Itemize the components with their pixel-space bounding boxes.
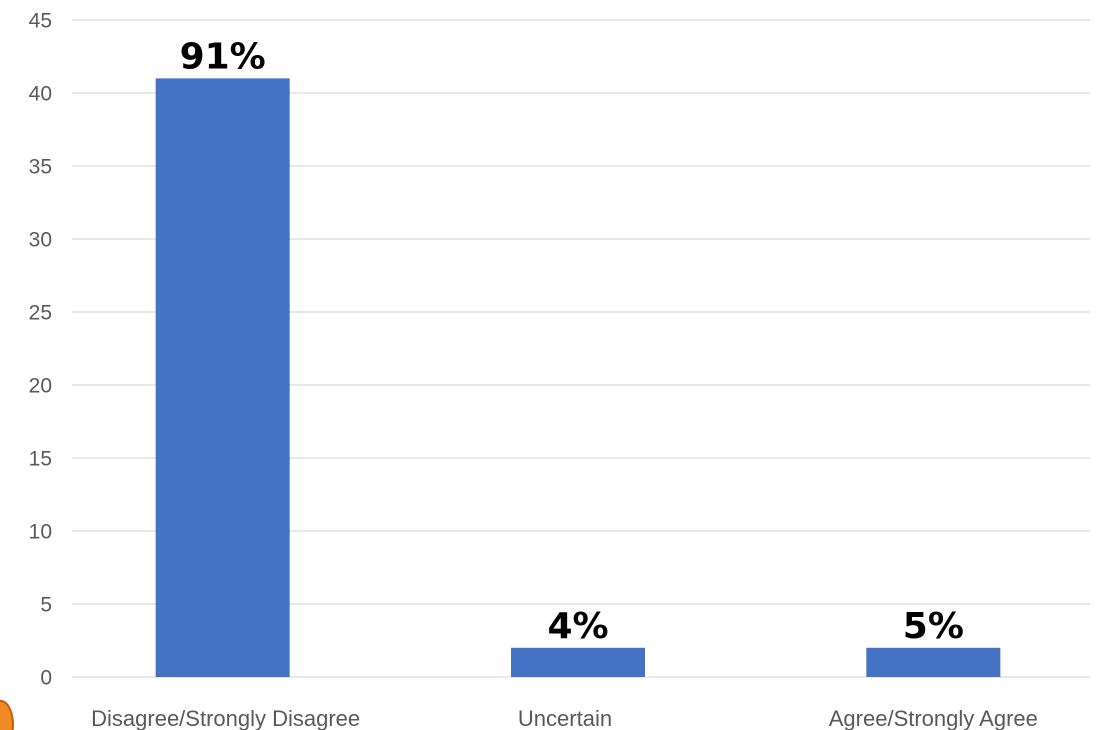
y-tick-label: 15 <box>29 448 52 471</box>
data-labels: 91% 4% 5% <box>180 36 964 646</box>
y-tick-label: 0 <box>40 667 52 690</box>
y-tick-label: 10 <box>29 521 52 544</box>
x-axis-categories: Disagree/Strongly Disagree Uncertain Agree… <box>91 706 1038 730</box>
category-label: Uncertain <box>518 706 612 730</box>
data-label: 5% <box>903 606 964 647</box>
data-label: 91% <box>180 36 266 77</box>
y-tick-label: 30 <box>29 229 52 252</box>
y-axis-ticks: 0 5 10 15 20 25 30 35 40 45 <box>29 10 52 690</box>
y-tick-label: 25 <box>29 302 52 325</box>
category-label: Disagree/Strongly Disagree <box>91 706 360 730</box>
category-label: Agree/Strongly Agree <box>829 706 1038 730</box>
y-tick-label: 35 <box>29 156 52 179</box>
y-tick-label: 40 <box>29 83 52 106</box>
bar <box>866 647 1001 677</box>
y-tick-label: 20 <box>29 375 52 398</box>
data-label: 4% <box>547 606 608 647</box>
bar <box>511 647 645 677</box>
bars <box>155 78 1001 677</box>
y-tick-label: 5 <box>40 594 52 617</box>
bar <box>155 78 290 677</box>
y-tick-label: 45 <box>29 10 52 33</box>
